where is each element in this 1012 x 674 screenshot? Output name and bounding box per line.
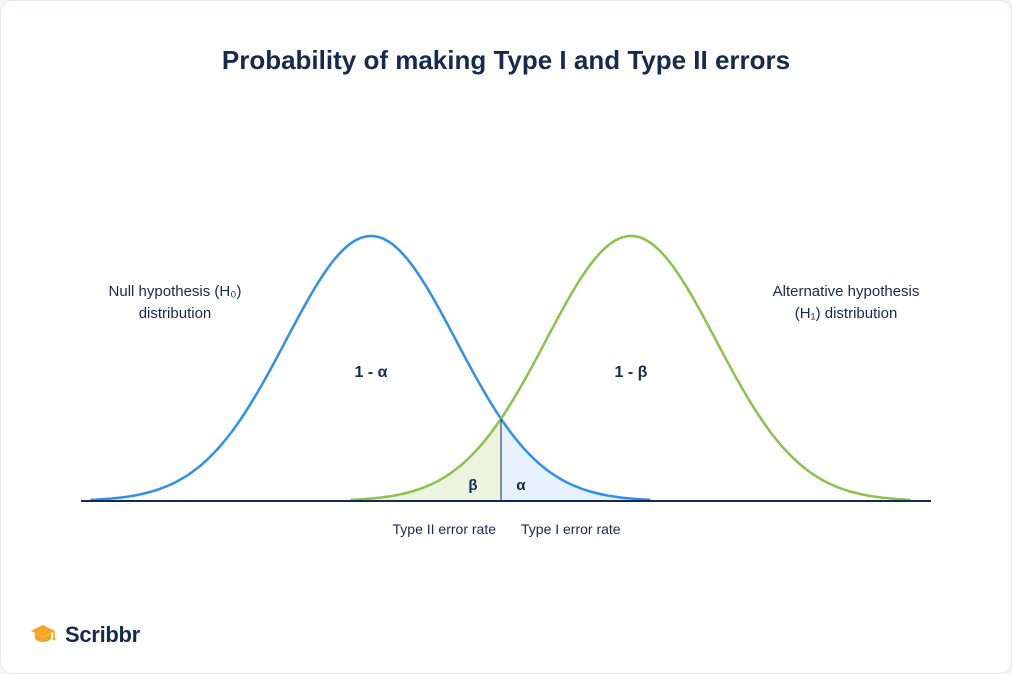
alpha-symbol: α (511, 475, 531, 497)
scribbr-logo-text: Scribbr (65, 622, 140, 648)
one-minus-beta-label: 1 - β (606, 361, 656, 384)
null-hypothesis-label-line1: Null hypothesis (H₀) (85, 281, 265, 303)
type1-error-rate-label: Type I error rate (521, 519, 651, 539)
alt-hypothesis-label-line2: (H₁) distribution (751, 303, 941, 325)
type2-error-rate-label: Type II error rate (366, 519, 496, 539)
figure-card: Probability of making Type I and Type II… (0, 0, 1012, 674)
beta-symbol: β (463, 475, 483, 497)
alt-hypothesis-label: Alternative hypothesis (H₁) distribution (751, 281, 941, 325)
null-hypothesis-label-line2: distribution (85, 303, 265, 325)
alt-hypothesis-label-line1: Alternative hypothesis (751, 281, 941, 303)
chart-title: Probability of making Type I and Type II… (1, 45, 1011, 76)
one-minus-alpha-label: 1 - α (346, 361, 396, 384)
scribbr-logo: Scribbr (29, 621, 140, 649)
graduation-cap-icon (29, 621, 57, 649)
distributions-chart (71, 121, 941, 551)
null-hypothesis-label: Null hypothesis (H₀) distribution (85, 281, 265, 325)
